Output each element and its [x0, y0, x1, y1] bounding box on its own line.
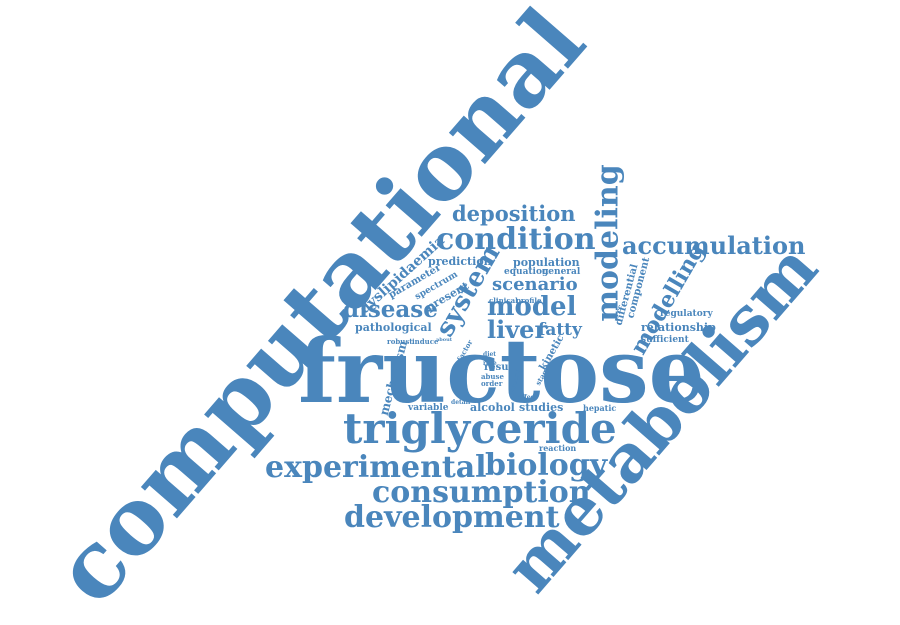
word-reaction: reaction [539, 443, 577, 453]
word-regulatory: regulatory [660, 309, 713, 319]
word-fatty: fatty [538, 320, 582, 340]
word-disease: disease [343, 296, 438, 323]
word-rate: rate [483, 360, 497, 367]
word-development: development [344, 500, 560, 535]
word-robust: robust [387, 337, 413, 346]
word-abuse: abuse [481, 372, 504, 381]
word-accumulation: accumulation [622, 231, 806, 260]
word-studies: studies [519, 401, 564, 414]
word-pathological: pathological [355, 321, 432, 334]
word-condition: condition [436, 222, 596, 257]
word-result: result [484, 362, 517, 373]
word-equation: equation [504, 267, 549, 277]
word-experimental: experimental [265, 450, 487, 485]
word-diet: diet [483, 351, 497, 358]
word-clinical: clinical [489, 296, 518, 305]
word-population: population [513, 256, 580, 269]
word-alcohol: alcohol [470, 401, 515, 414]
word-about: about [436, 337, 453, 343]
word-scenario: scenario [492, 274, 578, 295]
word-effect: effect [518, 394, 537, 401]
word-sufficient: sufficient [641, 335, 689, 345]
word-relationship: relationship [641, 321, 716, 334]
word-model: model [487, 292, 577, 322]
word-triglyceride: triglyceride [343, 404, 617, 453]
word-consumption: consumption [372, 475, 591, 510]
word-liver: liver [487, 315, 548, 344]
word-induce: induce [412, 337, 439, 346]
word-profile: profile [516, 296, 542, 305]
word-hepatic: hepatic [583, 403, 617, 413]
word-variable: variable [408, 403, 449, 413]
word-order: order [481, 379, 503, 388]
word-detail: detail [451, 399, 471, 406]
word-fructose: fructose [298, 319, 705, 423]
word-biology: biology [485, 448, 608, 483]
word-prediction: prediction [428, 255, 492, 268]
word-general: general [542, 267, 581, 277]
word-deposition: deposition [452, 201, 576, 226]
